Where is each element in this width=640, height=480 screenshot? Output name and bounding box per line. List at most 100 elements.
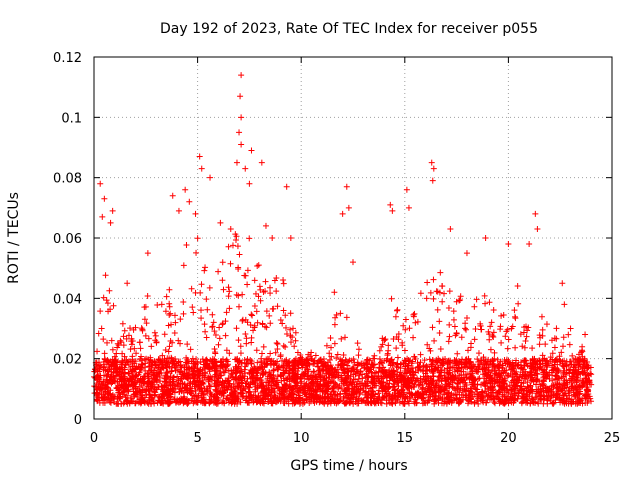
data-point	[165, 322, 172, 329]
data-point	[180, 299, 187, 306]
data-point	[408, 391, 415, 398]
data-point	[254, 319, 261, 326]
data-point	[454, 350, 461, 357]
data-point	[198, 307, 205, 314]
data-point	[411, 381, 418, 388]
data-point	[129, 353, 136, 360]
data-point	[402, 316, 409, 323]
data-point	[553, 335, 560, 342]
data-point	[402, 326, 409, 333]
data-point	[235, 266, 242, 273]
data-point	[411, 310, 418, 317]
data-point	[223, 309, 230, 316]
data-point	[219, 259, 226, 266]
data-point	[237, 399, 244, 406]
data-point	[161, 331, 168, 338]
data-point	[441, 290, 448, 297]
data-point	[511, 307, 518, 314]
data-point	[282, 344, 289, 351]
data-point	[114, 340, 121, 347]
data-point	[119, 357, 126, 364]
data-point	[526, 241, 533, 248]
data-point	[154, 301, 161, 308]
data-point	[462, 325, 469, 332]
data-point	[252, 290, 259, 297]
data-point	[517, 365, 524, 372]
data-point	[269, 306, 276, 313]
data-point	[341, 334, 348, 341]
data-point	[519, 343, 526, 350]
data-point	[107, 219, 114, 226]
data-point	[280, 385, 287, 392]
data-point	[209, 355, 216, 362]
data-point	[246, 235, 253, 242]
data-point	[433, 288, 440, 295]
data-point	[358, 398, 365, 405]
data-point	[212, 350, 219, 357]
data-point	[151, 400, 158, 407]
data-point	[283, 183, 290, 190]
data-point	[207, 357, 214, 364]
data-point	[138, 325, 145, 332]
data-point	[238, 114, 245, 121]
data-point	[137, 345, 144, 352]
data-point	[417, 359, 424, 366]
data-point	[501, 392, 508, 399]
data-point	[248, 311, 255, 318]
data-point	[428, 159, 435, 166]
data-point	[210, 319, 217, 326]
data-point	[486, 336, 493, 343]
data-point	[267, 320, 274, 327]
data-point	[109, 207, 116, 214]
data-point	[473, 296, 480, 303]
data-point	[478, 381, 485, 388]
data-point	[379, 364, 386, 371]
data-point	[331, 340, 338, 347]
data-point	[471, 336, 478, 343]
data-point	[248, 360, 255, 367]
data-point	[280, 399, 287, 406]
data-point	[475, 350, 482, 357]
data-points	[91, 72, 595, 407]
data-point	[539, 326, 546, 333]
data-point	[569, 352, 576, 359]
data-point	[216, 324, 223, 331]
data-point	[192, 210, 199, 217]
data-point	[249, 312, 256, 319]
data-point	[501, 357, 508, 364]
data-point	[549, 350, 556, 357]
data-point	[346, 357, 353, 364]
x-tick-label: 25	[604, 431, 621, 446]
data-point	[166, 312, 173, 319]
data-point	[289, 334, 296, 341]
data-point	[226, 288, 233, 295]
data-point	[534, 376, 541, 383]
data-point	[237, 343, 244, 350]
data-point	[514, 282, 521, 289]
data-point	[505, 241, 512, 248]
data-point	[121, 364, 128, 371]
data-point	[439, 283, 446, 290]
data-point	[343, 314, 350, 321]
data-point	[166, 303, 173, 310]
data-point	[450, 308, 457, 315]
data-point	[334, 351, 341, 358]
data-point	[350, 259, 356, 266]
data-point	[118, 373, 125, 380]
data-point	[248, 147, 255, 154]
data-point	[100, 336, 107, 343]
data-point	[97, 308, 104, 315]
data-point	[579, 348, 586, 355]
data-point	[427, 379, 434, 386]
data-point	[436, 329, 443, 336]
data-point	[279, 357, 286, 364]
data-point	[436, 289, 443, 296]
data-point	[420, 362, 427, 369]
data-point	[236, 251, 243, 258]
data-point	[385, 347, 392, 354]
data-point	[430, 295, 437, 302]
data-point	[219, 277, 226, 284]
data-point	[500, 312, 507, 319]
y-tick-label: 0.06	[53, 232, 82, 247]
